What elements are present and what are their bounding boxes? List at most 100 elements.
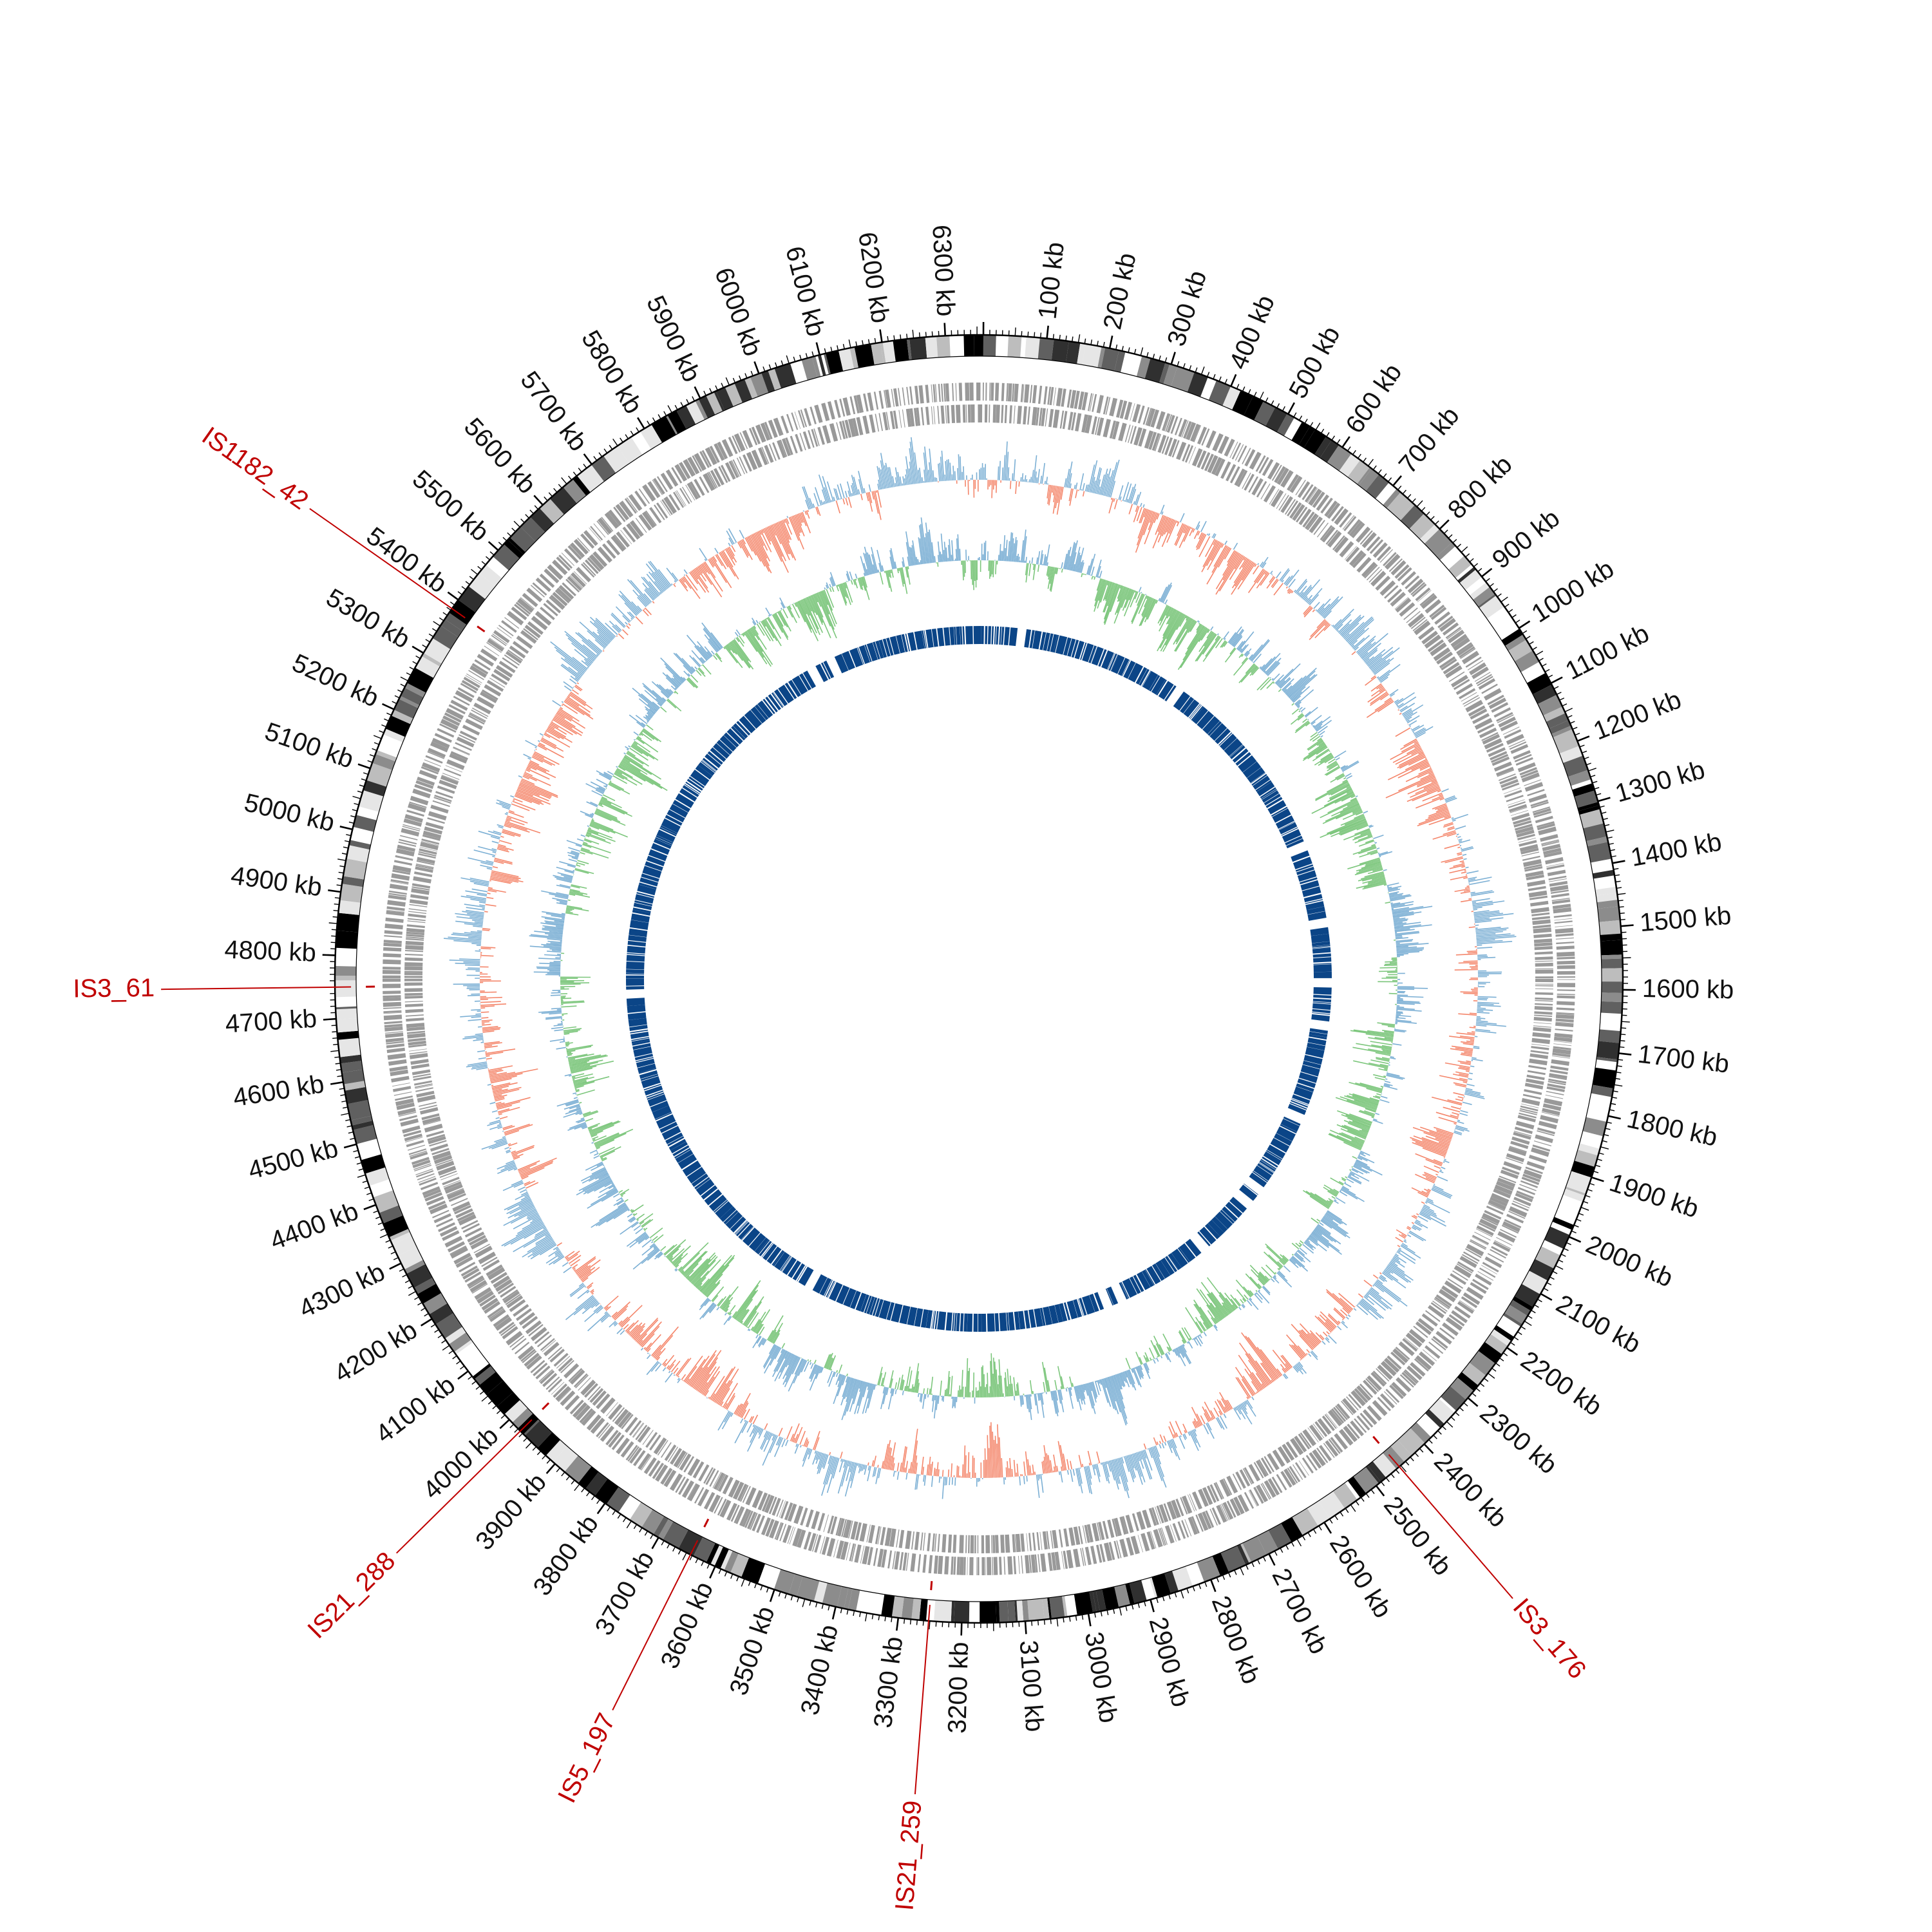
gene-block	[550, 594, 565, 609]
feature-block	[1309, 1031, 1328, 1037]
gene-block	[933, 384, 936, 402]
scale-tick-label: 5700 kb	[515, 366, 592, 457]
gene-block	[404, 814, 423, 823]
karyotype-band	[1535, 1246, 1561, 1269]
gene-block	[1552, 1048, 1571, 1055]
gene-block	[615, 504, 630, 521]
feature-block	[1305, 901, 1325, 911]
feature-block	[668, 1139, 687, 1151]
track-layer	[382, 382, 1576, 1576]
gene-block	[1541, 1112, 1560, 1117]
gene-block	[409, 904, 428, 907]
gene-block	[1082, 1548, 1086, 1566]
minor-tick	[348, 821, 354, 824]
gene-block	[1221, 1503, 1230, 1520]
gene-block	[683, 459, 696, 477]
gene-block	[385, 1032, 404, 1038]
minor-tick	[586, 1492, 591, 1497]
karyotype-band	[996, 1601, 1000, 1623]
gene-block	[438, 1222, 455, 1233]
minor-tick	[331, 929, 337, 931]
feature-block	[762, 1244, 777, 1261]
gene-block	[590, 526, 603, 541]
feature-block	[1119, 1282, 1128, 1300]
feature-block	[723, 1209, 739, 1225]
gene-block	[1535, 997, 1553, 1000]
gene-block	[415, 780, 434, 790]
gene-block	[1326, 1413, 1338, 1428]
feature-block	[784, 683, 797, 699]
gene-block	[1541, 839, 1559, 845]
feature-block	[1251, 773, 1267, 786]
gene-block	[415, 1168, 433, 1175]
gene-block	[1520, 770, 1539, 779]
feature-block	[1122, 659, 1130, 677]
minor-tick	[925, 332, 927, 337]
gene-block	[1164, 1525, 1175, 1544]
gene-block	[1294, 1435, 1307, 1453]
major-tick	[488, 541, 499, 551]
gene-block	[478, 1251, 497, 1265]
gene-block	[409, 1051, 428, 1055]
gene-block	[1451, 674, 1468, 688]
gene-block	[1506, 1153, 1525, 1162]
feature-block	[688, 776, 705, 788]
feature-block	[628, 1018, 647, 1027]
karyotype-band	[337, 1030, 359, 1040]
feature-block	[1179, 1243, 1196, 1262]
karyotype-band	[750, 372, 769, 397]
karyotype-band	[1600, 1001, 1623, 1014]
gene-block	[389, 884, 408, 891]
minor-tick	[1459, 1406, 1464, 1412]
major-tick	[1087, 1613, 1092, 1627]
minor-tick	[1472, 1392, 1477, 1397]
gene-block	[1262, 459, 1274, 477]
gene-block	[492, 633, 507, 645]
gene-block	[1209, 1508, 1218, 1526]
karyotype-band	[343, 858, 367, 880]
gene-block	[417, 857, 435, 864]
minor-tick	[1621, 1021, 1630, 1023]
feature-block	[636, 1057, 654, 1063]
gene-block	[1302, 484, 1314, 500]
minor-tick	[663, 411, 667, 417]
gene-block	[1031, 407, 1037, 426]
gene-block	[427, 817, 445, 824]
gene-block	[486, 641, 502, 653]
gene-block	[652, 479, 663, 495]
gene-block	[1434, 611, 1451, 625]
gene-block	[1403, 1370, 1418, 1384]
karyotype-band	[1095, 1589, 1106, 1612]
gene-block	[1535, 976, 1554, 978]
feature-block	[1046, 633, 1054, 652]
karyotype-band	[1601, 968, 1624, 982]
gene-block	[1137, 1535, 1143, 1553]
feature-block	[710, 747, 726, 762]
gene-block	[1539, 1121, 1557, 1130]
minor-tick	[784, 1593, 787, 1599]
gene-block	[814, 404, 823, 423]
gene-block	[1466, 1244, 1484, 1256]
gene-block	[434, 795, 452, 802]
minor-tick	[1488, 1372, 1495, 1379]
gene-block	[1544, 851, 1562, 858]
gene-block	[1175, 417, 1182, 435]
gene-block	[1425, 599, 1441, 614]
gene-block	[1377, 1397, 1391, 1412]
gene-block	[1305, 513, 1318, 530]
gene-block	[1018, 1555, 1020, 1574]
gene-block	[1026, 1533, 1028, 1551]
feature-block	[907, 632, 917, 651]
karyotype-band	[334, 976, 356, 981]
feature-block	[1259, 1160, 1276, 1172]
karyotype-band	[1399, 503, 1415, 521]
gene-block	[772, 442, 781, 460]
gene-block	[1190, 424, 1200, 442]
minor-tick	[630, 430, 634, 436]
karyotype-band	[1051, 339, 1069, 363]
gene-block	[474, 1287, 492, 1300]
gene-block	[556, 556, 571, 571]
feature-block	[1122, 1278, 1137, 1298]
gene-block	[507, 611, 524, 626]
karyotype-band	[336, 1008, 357, 1020]
